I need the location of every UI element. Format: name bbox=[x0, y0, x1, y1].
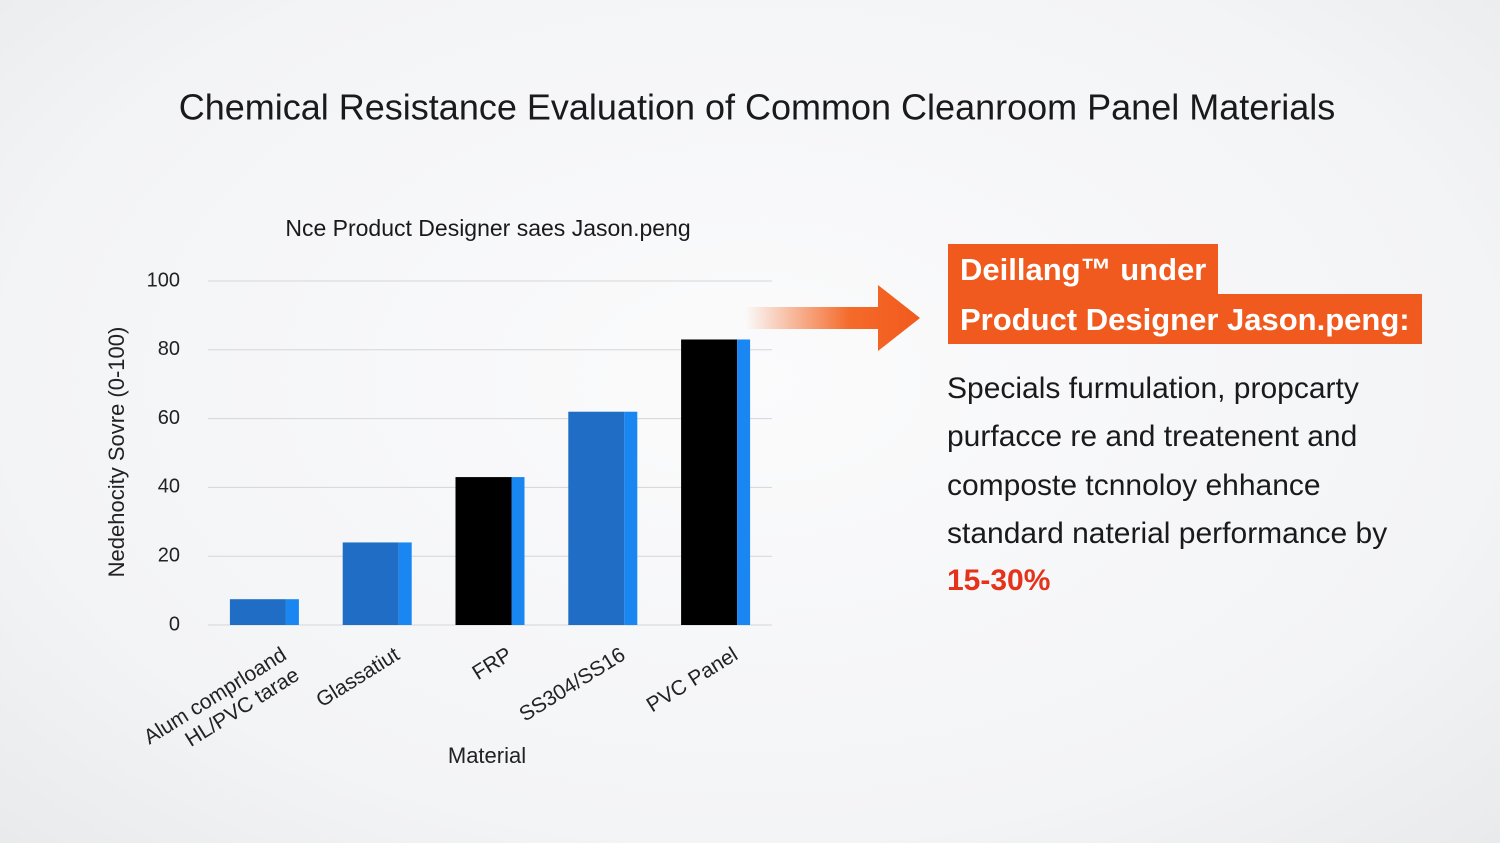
bar bbox=[568, 411, 625, 625]
y-tick-label: 100 bbox=[147, 269, 180, 291]
callout-highlight: 15-30% bbox=[947, 564, 1051, 597]
callout-body: standard naterial performance by bbox=[947, 517, 1388, 550]
y-tick-label: 60 bbox=[158, 407, 180, 429]
bar bbox=[681, 339, 738, 625]
y-tick-label: 80 bbox=[158, 338, 180, 360]
bar bbox=[229, 599, 286, 625]
bar-edge bbox=[285, 599, 299, 625]
bar bbox=[342, 542, 399, 625]
chart-title: Nce Product Designer saes Jason.peng bbox=[285, 215, 690, 241]
callout-body: purfacce re and treatenent and bbox=[947, 420, 1358, 453]
y-axis-label: Nedehocity Sovre (0-100) bbox=[104, 327, 129, 578]
callout-body: Specials furmulation, propcarty bbox=[947, 372, 1359, 405]
callout-heading: Product Designer Jason.peng: bbox=[948, 294, 1422, 344]
slide-title: Chemical Resistance Evaluation of Common… bbox=[179, 87, 1336, 128]
callout-body: composte tcnnoloy ehhance bbox=[947, 469, 1321, 502]
y-tick-label: 20 bbox=[158, 544, 180, 566]
bar-edge bbox=[511, 477, 525, 625]
y-tick-label: 0 bbox=[169, 613, 180, 635]
bar-edge bbox=[737, 339, 751, 625]
callout-heading: Deillang™ under bbox=[948, 244, 1219, 294]
bar-edge bbox=[398, 542, 412, 625]
bar-edge bbox=[624, 411, 638, 625]
x-axis-label: Material bbox=[448, 743, 526, 768]
y-tick-label: 40 bbox=[158, 476, 180, 498]
bar bbox=[455, 477, 512, 625]
arrow bbox=[745, 285, 920, 351]
